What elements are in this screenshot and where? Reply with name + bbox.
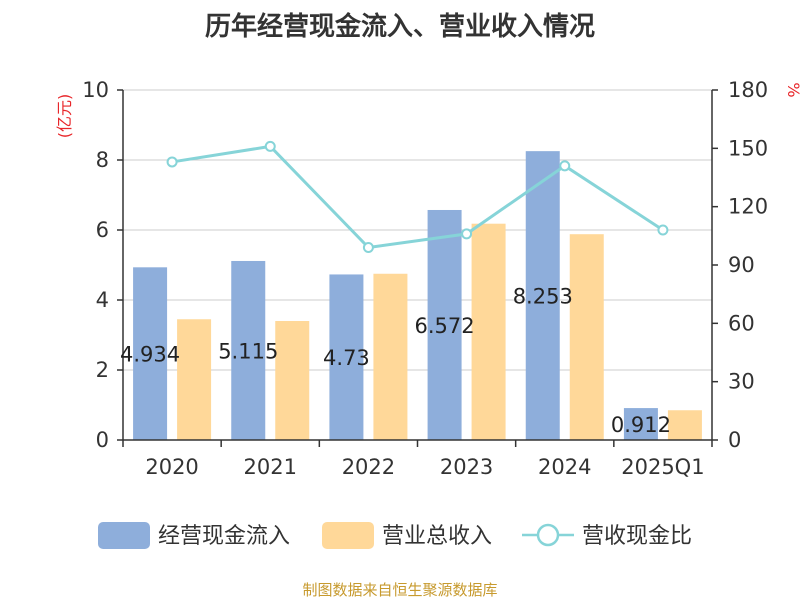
y-right-tick-label: 150 [728,136,768,160]
legend-label: 经营现金流入 [158,524,290,549]
line-point [166,156,178,168]
legend-swatch [322,522,374,549]
bar [667,410,702,440]
bar [569,234,604,440]
line-point [264,140,276,152]
bar-data-label: 4.934 [120,343,180,367]
y-right-tick-label: 30 [728,370,755,394]
y-right-tick-label: 120 [728,195,768,219]
y-left-tick-label: 0 [96,428,109,452]
y-right-axis-label: % [784,82,800,97]
y-left-tick-label: 8 [96,148,109,172]
chart-title: 历年经营现金流入、营业收入情况 [204,12,595,42]
x-tick-label: 2020 [145,455,198,479]
bar [133,267,168,440]
bar [329,274,364,440]
line-point [362,242,374,253]
ratio-line [166,140,669,253]
data-source-note: 制图数据来自恒生聚源数据库 [302,581,498,599]
bar [471,223,506,440]
bar [373,273,408,440]
bar-data-label: 6.572 [415,314,475,338]
y-left-axis-label: (亿元) [55,94,74,139]
line-point [657,224,669,236]
y-right-tick-label: 90 [728,253,755,277]
y-left-tick-label: 6 [96,218,109,242]
bar-data-label: 0.912 [611,413,671,437]
bar [231,260,266,440]
legend-label: 营业总收入 [382,524,492,549]
bar [525,151,560,440]
bar [427,209,462,440]
x-tick-label: 2025Q1 [621,455,704,479]
bar [275,321,310,440]
bar [177,319,212,440]
axes: 0 2 4 6 8 10 (亿元) 0 30 60 90 120 150 180% 2020 2021 2022… [55,78,800,479]
legend-marker [536,523,560,547]
bar-data-label: 4.73 [323,346,370,370]
legend-label: 营收现金比 [582,524,692,549]
bar [623,408,658,440]
legend: 经营现金流入 营业总收入 营收现金比 [98,522,692,549]
x-tick-label: 2022 [342,455,395,479]
y-left-tick-label: 10 [82,78,109,102]
x-tick-label: 2024 [538,455,591,479]
y-right-tick-label: 180 [728,78,768,102]
bar-data-label: 8.253 [513,285,573,309]
line-series-path [171,144,664,250]
y-right-tick-label: 0 [728,428,741,452]
x-tick-label: 2021 [244,455,297,479]
bar-data-label: 5.115 [218,339,278,363]
data-labels: 4.934 5.115 4.73 6.572 8.253 0.912 [120,285,671,437]
line-point [461,228,473,240]
bars [133,151,702,440]
y-left-tick-label: 2 [96,358,109,382]
legend-swatch [98,522,150,549]
line-point [559,160,571,172]
grid-lines [123,89,712,371]
y-right-tick-label: 60 [728,311,755,335]
y-left-tick-label: 4 [96,288,109,312]
x-tick-label: 2023 [440,455,493,479]
